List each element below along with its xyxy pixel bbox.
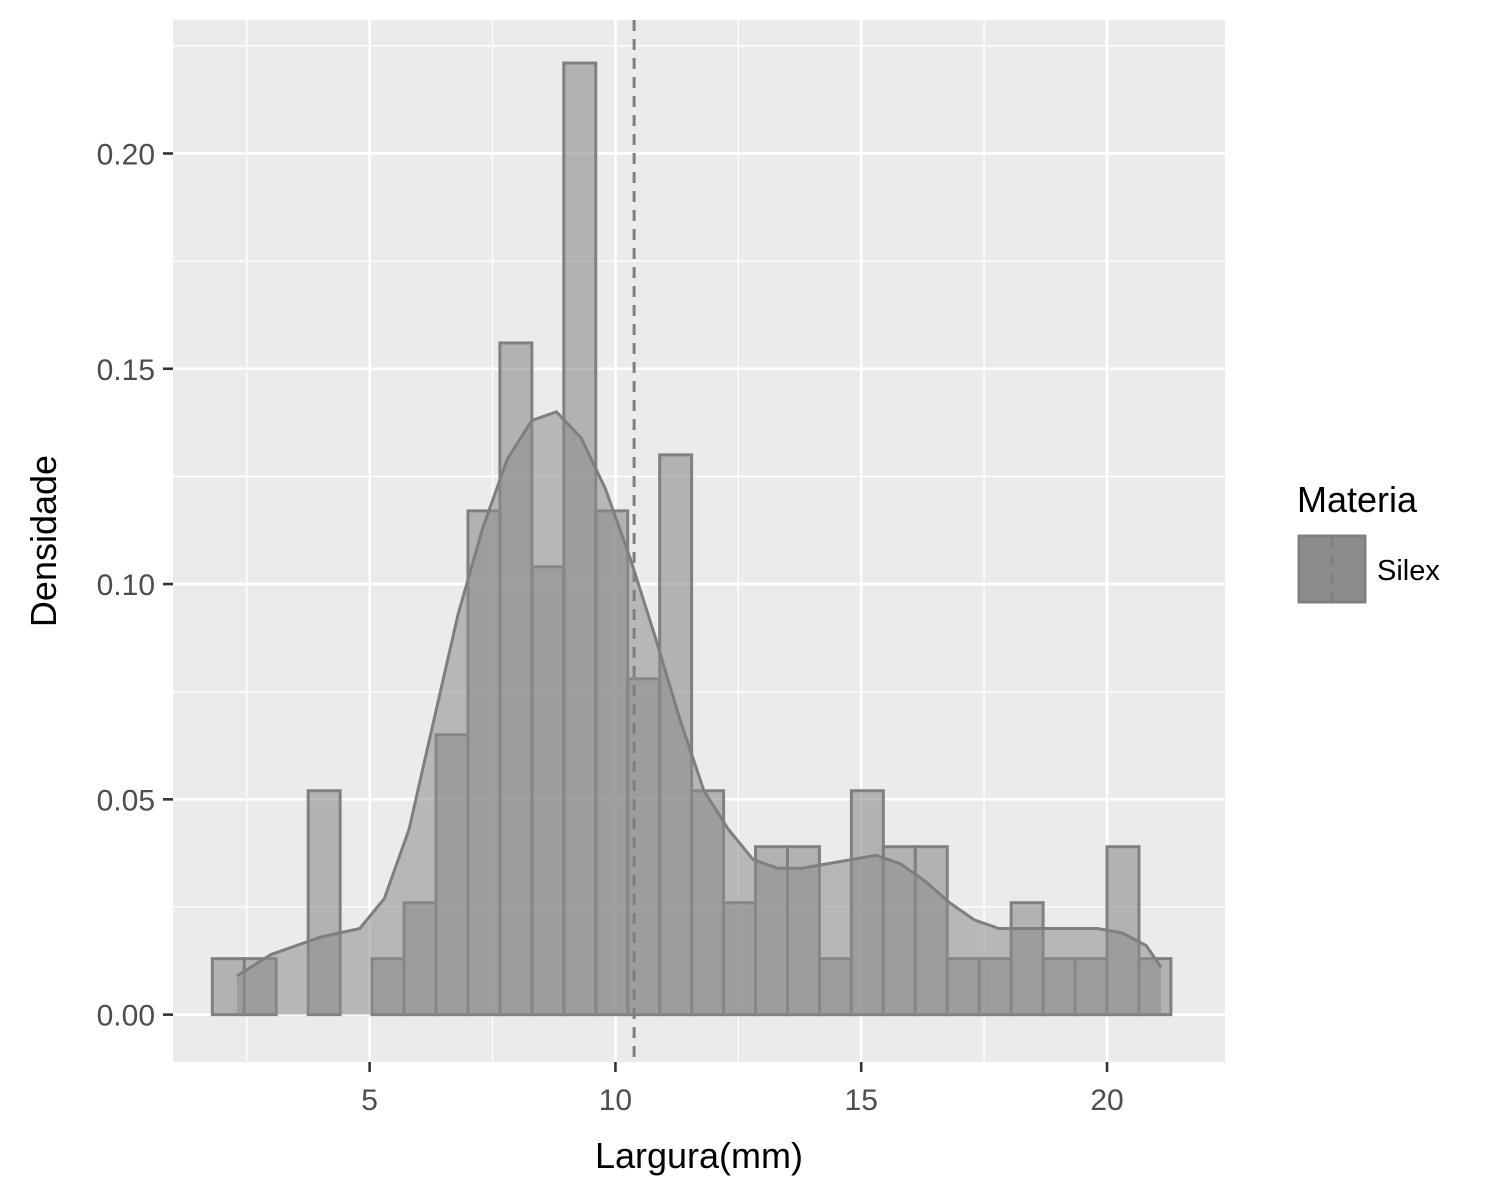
x-tick-label: 15 bbox=[845, 1084, 878, 1117]
density-line bbox=[236, 410, 1163, 978]
legend-label-silex: Silex bbox=[1377, 555, 1440, 587]
y-tick-label: 0.15 bbox=[97, 354, 155, 387]
x-tick-label: 10 bbox=[599, 1084, 632, 1117]
y-axis-title: Densidade bbox=[23, 455, 64, 627]
density-curve-layer bbox=[236, 410, 1163, 1015]
legend-title: Materia bbox=[1297, 479, 1418, 520]
axes: 5 10 15 20 0.00 0.05 0.10 0.15 0.20 bbox=[97, 138, 1124, 1117]
y-tick-label: 0.05 bbox=[97, 784, 155, 817]
y-tick-label: 0.10 bbox=[97, 569, 155, 602]
density-area bbox=[236, 411, 1162, 1015]
x-tick-label: 20 bbox=[1090, 1084, 1123, 1117]
x-axis-title: Largura(mm) bbox=[595, 1135, 803, 1176]
y-tick-label: 0.00 bbox=[97, 1000, 155, 1033]
legend: Materia Silex bbox=[1297, 479, 1440, 604]
y-tick-label: 0.20 bbox=[97, 138, 155, 171]
x-tick-label: 5 bbox=[361, 1084, 378, 1117]
